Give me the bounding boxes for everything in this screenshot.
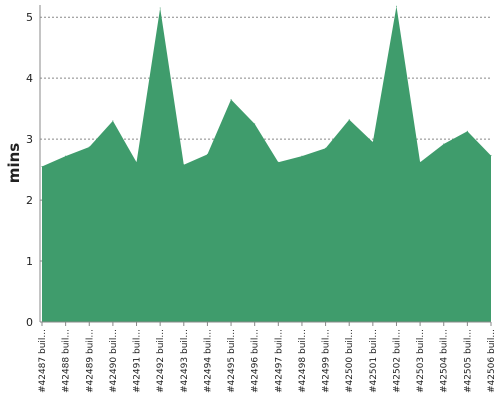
data-point-15 — [395, 5, 397, 7]
x-tick-label-17: #42504 buil... — [440, 329, 450, 393]
x-tick-label-13: #42500 buil... — [345, 329, 355, 393]
data-point-18 — [466, 130, 468, 132]
data-point-0 — [41, 166, 43, 168]
x-tick-label-3: #42490 buil... — [109, 329, 119, 393]
x-tick-label-19: #42506 buil... — [487, 329, 497, 393]
x-tick-label-7: #42494 buil... — [203, 329, 213, 393]
x-tick-label-6: #42493 buil... — [180, 329, 190, 393]
x-tick-label-5: #42492 buil... — [156, 329, 166, 393]
x-tick-label-15: #42502 buil... — [392, 329, 402, 393]
data-point-5 — [159, 7, 161, 9]
x-tick-label-0: #42487 buil... — [38, 329, 48, 393]
data-point-4 — [136, 161, 138, 163]
y-tick-label-0: 0 — [26, 316, 33, 329]
area-series-0 — [42, 6, 491, 322]
x-tick-labels: #42487 buil... #42488 buil... #42489 buil.… — [38, 322, 497, 393]
x-tick-label-12: #42499 buil... — [322, 329, 332, 393]
y-tick-label-2: 2 — [26, 194, 33, 207]
x-tick-label-4: #42491 buil... — [133, 329, 143, 393]
x-tick-label-1: #42488 buil... — [62, 329, 72, 393]
x-tick-label-10: #42497 buil... — [274, 329, 284, 393]
x-tick-label-16: #42503 buil... — [416, 329, 426, 393]
data-point-7 — [206, 153, 208, 155]
x-tick-label-9: #42496 buil... — [251, 329, 261, 393]
y-tick-label-5: 5 — [26, 11, 33, 24]
data-point-8 — [230, 98, 232, 100]
data-point-19 — [490, 155, 492, 157]
x-tick-label-11: #42498 buil... — [298, 329, 308, 393]
data-point-12 — [325, 147, 327, 149]
x-tick-label-8: #42495 buil... — [227, 329, 237, 393]
data-point-10 — [277, 161, 279, 163]
data-point-16 — [419, 161, 421, 163]
data-point-6 — [183, 164, 185, 166]
y-tick-labels: 0 1 2 3 4 5 — [26, 11, 33, 329]
data-point-14 — [372, 141, 374, 143]
data-point-2 — [88, 146, 90, 148]
data-point-9 — [254, 123, 256, 125]
y-tick-label-4: 4 — [26, 72, 33, 85]
x-tick-label-18: #42505 buil... — [463, 329, 473, 393]
data-point-1 — [65, 155, 67, 157]
y-tick-label-3: 3 — [26, 133, 33, 146]
data-point-3 — [112, 120, 114, 122]
y-axis-title: mins — [5, 143, 23, 183]
axis-layer — [39, 5, 491, 323]
x-tick-label-14: #42501 buil... — [369, 329, 379, 393]
x-tick-label-2: #42489 buil... — [85, 329, 95, 393]
y-tick-label-1: 1 — [26, 255, 33, 268]
data-point-17 — [443, 143, 445, 145]
data-point-13 — [348, 119, 350, 121]
data-point-11 — [301, 155, 303, 157]
area-layer — [41, 5, 492, 322]
